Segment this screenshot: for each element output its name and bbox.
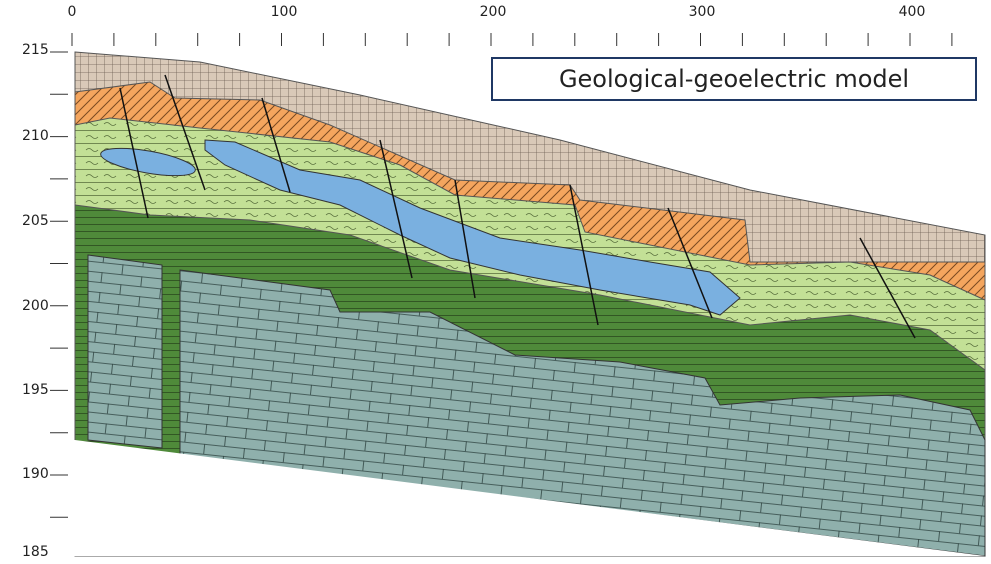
left-tick-label: 205 [22, 213, 49, 229]
left-tick-label: 200 [22, 298, 49, 314]
cross-section: 0 100 200 300 400 215 210 205 200 195 19… [0, 0, 991, 560]
left-tick-label: 210 [22, 128, 49, 144]
top-tick-label: 0 [68, 4, 77, 20]
left-tick-label: 190 [22, 466, 49, 482]
left-tick-label: 185 [22, 544, 49, 560]
top-tick-label: 200 [480, 4, 507, 20]
left-tick-label: 195 [22, 382, 49, 398]
left-tick-label: 215 [22, 42, 49, 58]
top-tick-label: 300 [689, 4, 716, 20]
top-tick-label: 100 [271, 4, 298, 20]
limestone-block [88, 255, 162, 448]
title: Geological-geoelectric model [559, 65, 909, 93]
top-tick-label: 400 [899, 4, 926, 20]
